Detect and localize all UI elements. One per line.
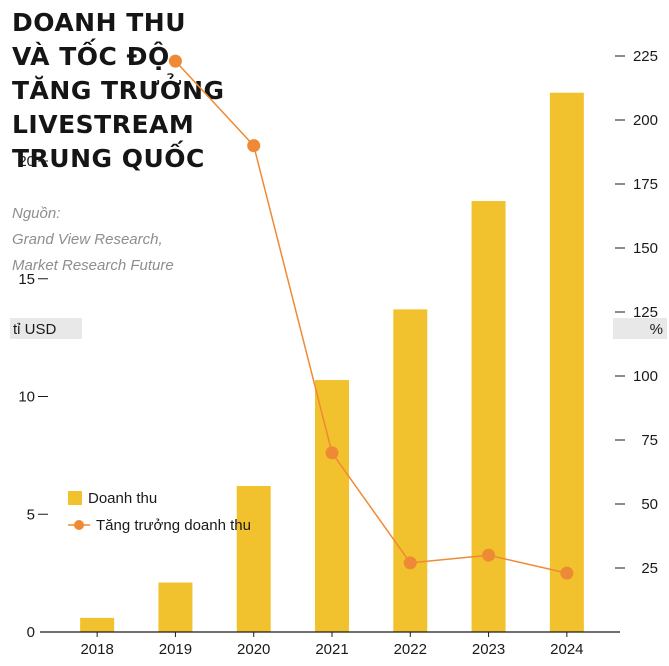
bar-2021 (315, 380, 349, 632)
right-tick-label: 200 (633, 112, 658, 129)
left-axis-unit: tỉ USD (13, 321, 57, 338)
right-tick-label: 125 (633, 304, 658, 321)
right-tick-label: 150 (633, 240, 658, 257)
legend-label-revenue: Doanh thu (88, 490, 157, 507)
x-tick-label: 2020 (237, 641, 270, 658)
growth-point-2020 (247, 139, 261, 153)
bar-2019 (158, 582, 193, 632)
source-note: Nguồn: Grand View Research, Market Resea… (12, 201, 174, 279)
left-tick-label: 5 (27, 506, 35, 523)
axes-group: tỉ USD % 2018 2019 2020 2021 2022 2023 2024 0 5 10 1… (10, 48, 667, 658)
right-tick-label: 175 (633, 176, 658, 193)
title-line: DOANH THU (12, 8, 187, 37)
left-tick-label: 15 (18, 271, 35, 288)
legend: Doanh thu Tăng trưởng doanh thu (68, 490, 251, 534)
left-unit-box (10, 318, 82, 339)
title-line: TRUNG QUỐC (12, 144, 205, 173)
left-tick-label: 20 (18, 153, 35, 170)
bar-2022 (393, 309, 428, 632)
legend-bar-swatch (68, 491, 82, 505)
title-line: TĂNG TRƯỞNG (12, 76, 225, 105)
x-tick-label: 2019 (159, 641, 192, 658)
bar-2024 (549, 92, 584, 632)
x-tick-label: 2024 (550, 641, 583, 658)
x-tick-label: 2022 (394, 641, 427, 658)
growth-point-2021 (325, 446, 339, 460)
chart-title: DOANH THU VÀ TỐC ĐỘ TĂNG TRƯỞNG LIVESTRE… (12, 6, 272, 176)
x-tick-label: 2018 (80, 641, 113, 658)
bar-2020 (236, 485, 271, 632)
title-line: VÀ TỐC ĐỘ (12, 42, 170, 71)
left-tick-label: 0 (27, 624, 35, 641)
right-tick-label: 50 (641, 496, 658, 513)
growth-point-2024 (560, 566, 574, 580)
right-tick-label: 25 (641, 560, 658, 577)
x-tick-label: 2023 (472, 641, 505, 658)
right-unit-box (613, 318, 667, 339)
title-line: LIVESTREAM (12, 110, 195, 139)
right-tick-label: 225 (633, 48, 658, 65)
right-tick-label: 100 (633, 368, 658, 385)
growth-line-group (168, 54, 574, 580)
right-axis-unit: % (650, 321, 663, 338)
bar-2023 (471, 201, 506, 632)
growth-point-2022 (403, 556, 417, 570)
legend-label-growth: Tăng trưởng doanh thu (96, 517, 251, 534)
growth-point-2023 (482, 548, 496, 562)
growth-line (174, 60, 568, 574)
growth-point-2019 (168, 54, 182, 68)
bar-2018 (80, 617, 115, 632)
right-tick-label: 75 (641, 432, 658, 449)
bars-group (80, 92, 584, 632)
x-tick-label: 2021 (315, 641, 348, 658)
left-tick-label: 10 (18, 389, 35, 406)
legend-line-marker (74, 520, 84, 530)
source-line: Grand View Research, (12, 231, 163, 248)
source-line: Market Research Future (12, 257, 174, 274)
source-line: Nguồn: (12, 205, 61, 222)
